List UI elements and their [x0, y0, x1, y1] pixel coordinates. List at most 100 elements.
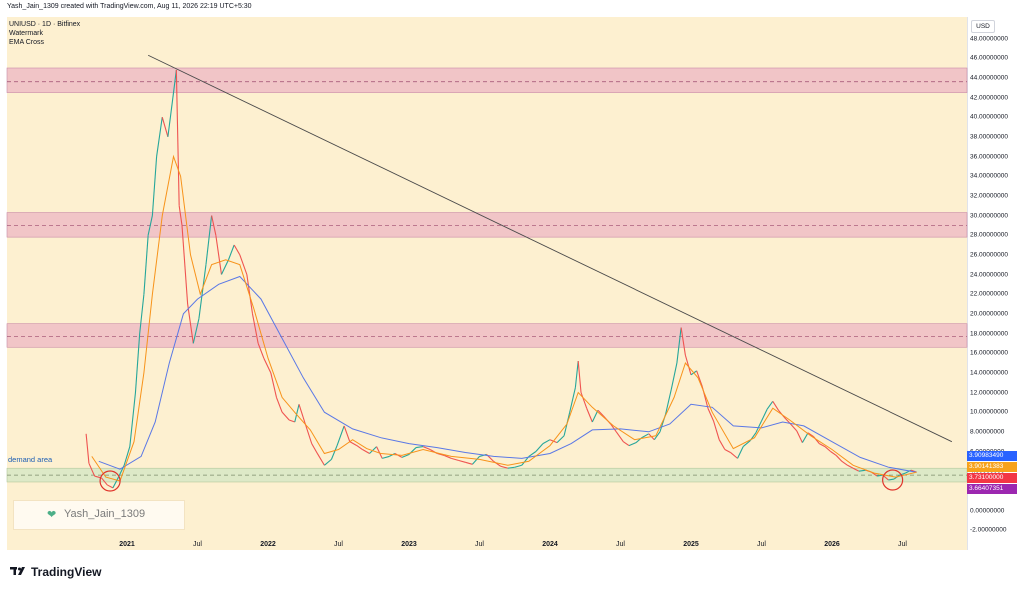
legend-watermark[interactable]: Watermark — [9, 30, 43, 37]
price-segment — [134, 333, 141, 393]
price-segment — [877, 474, 883, 477]
y-tick-label: 46.00000000 — [970, 54, 1008, 62]
price-segment — [766, 401, 774, 410]
legend-ema-cross[interactable]: EMA Cross — [9, 39, 45, 46]
price-segment — [167, 92, 175, 137]
price-segment — [772, 401, 779, 411]
price-segment — [514, 464, 522, 468]
y-tick-label: 38.00000000 — [970, 133, 1008, 141]
y-tick-label: 42.00000000 — [970, 94, 1008, 101]
price-segment — [270, 372, 277, 398]
tradingview-brand[interactable]: TradingView — [10, 565, 101, 579]
price-segment — [324, 458, 332, 466]
currency-button[interactable]: USD — [971, 20, 995, 33]
price-segment — [507, 466, 515, 469]
x-tick-label: 2022 — [260, 541, 276, 548]
price-segment — [628, 442, 637, 447]
zones-layer — [6, 67, 968, 483]
price-segment — [653, 431, 661, 441]
price-segment — [311, 443, 318, 454]
x-tick-label: Jul — [334, 541, 343, 548]
highlight-circle — [99, 470, 121, 492]
resistance-zone-17 — [6, 323, 968, 348]
price-segment — [275, 397, 283, 413]
price-segment — [569, 387, 576, 413]
y-tick-label: 36.00000000 — [970, 153, 1008, 160]
price-segment — [336, 425, 345, 446]
y-tick-label: 32.00000000 — [970, 192, 1008, 200]
price-segment — [349, 441, 358, 447]
y-tick-label: 44.00000000 — [970, 74, 1008, 82]
price-segment — [187, 303, 194, 344]
price-segment — [251, 313, 259, 344]
y-tick-label: 24.00000000 — [970, 271, 1008, 278]
price-segment — [574, 360, 579, 388]
price-segment — [415, 446, 424, 449]
price-segment — [147, 215, 153, 236]
price-segment — [841, 460, 848, 466]
x-tick-label: Jul — [898, 541, 907, 548]
price-segment — [597, 409, 604, 417]
price-segment — [343, 425, 351, 442]
price-segment — [228, 244, 235, 260]
price-segment — [472, 456, 480, 465]
price-segment — [528, 451, 537, 457]
price-segment — [330, 445, 338, 460]
y-tick-label: 30.00000000 — [970, 212, 1008, 219]
price-segment — [192, 318, 200, 344]
price-axis[interactable] — [967, 17, 1018, 550]
price-segment — [670, 362, 678, 390]
price-segment — [680, 327, 686, 356]
brand-name: TradingView — [31, 565, 102, 579]
price-segment — [577, 360, 582, 393]
price-segment — [591, 409, 599, 423]
x-tick-label: 2023 — [401, 541, 417, 548]
price-segment — [796, 430, 803, 443]
price-segment — [580, 392, 588, 409]
resistance-zone-29 — [6, 212, 968, 238]
x-tick-label: Jul — [475, 541, 484, 548]
price-segment — [807, 432, 814, 438]
price-segment — [458, 459, 466, 463]
price-segment — [755, 420, 762, 434]
price-segment — [175, 69, 180, 206]
x-tick-label: 2021 — [119, 541, 135, 548]
x-tick-label: Jul — [616, 541, 625, 548]
price-segment — [542, 439, 551, 445]
price-segment — [139, 294, 145, 334]
tradingview-logo-icon — [10, 567, 25, 575]
y-tick-label: 8.00000000 — [970, 428, 1005, 436]
y-tick-label: 18.00000000 — [970, 330, 1008, 337]
y-tick-label: 16.00000000 — [970, 349, 1008, 357]
price-segment — [847, 464, 854, 469]
price-segment — [586, 408, 593, 423]
price-segment — [151, 156, 158, 216]
descending-trendline — [147, 54, 953, 443]
y-tick-label: 26.00000000 — [970, 251, 1008, 259]
price-segment — [858, 469, 866, 472]
price-segment — [556, 435, 565, 444]
price-segment — [156, 117, 163, 157]
price-segment — [742, 440, 751, 448]
price-segment — [713, 420, 720, 440]
price-segment — [684, 354, 692, 375]
price-segment — [500, 465, 508, 469]
price-segment — [263, 357, 272, 374]
price-segment — [852, 467, 860, 472]
y-tick-label: 10.00000000 — [970, 408, 1008, 416]
ema-slow-line — [98, 275, 917, 473]
price-segment — [288, 419, 295, 423]
y-tick-label: 0.00000000 — [970, 507, 1005, 514]
x-tick-label: 2024 — [542, 541, 558, 548]
price-segment — [718, 439, 726, 450]
price-segment — [356, 445, 363, 450]
legend-symbol[interactable]: UNIUSD · 1D · Bitfinex — [9, 21, 81, 28]
watermark-text: Yash_Jain_1309 — [64, 508, 146, 520]
price-segment — [85, 433, 90, 464]
price-segment — [835, 455, 843, 462]
price-segment — [143, 235, 149, 295]
y-tick-label: 22.00000000 — [970, 290, 1008, 298]
trendline-layer — [147, 54, 953, 443]
price-segment — [161, 117, 169, 137]
y-tick-label: 28.00000000 — [970, 231, 1008, 239]
